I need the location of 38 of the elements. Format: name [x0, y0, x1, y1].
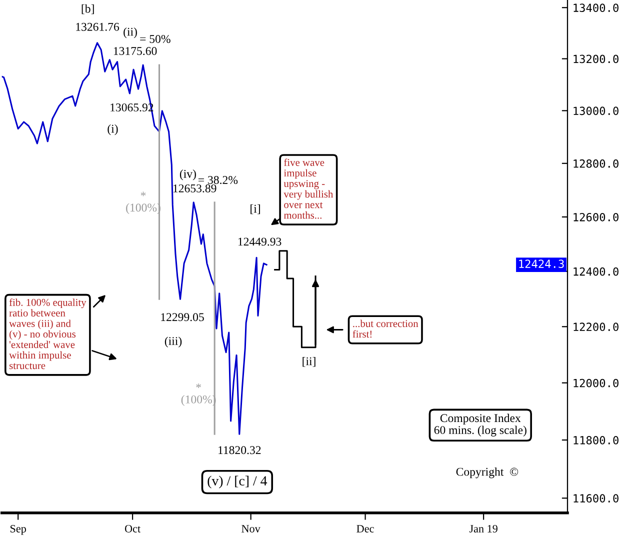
- x-tick-label: Dec: [356, 525, 374, 532]
- y-tick-label: 13000.0: [574, 106, 618, 116]
- x-tick-label: Nov: [242, 525, 260, 532]
- annotation: 12449.93: [238, 238, 282, 246]
- line-series: [274, 250, 316, 348]
- annotation: 13175.60: [114, 47, 157, 56]
- annotation: fib. 100% equality ratio between waves (iii) and (v) - no obvious 'extended' wave within impulse structure: [9, 298, 86, 370]
- annotation: ...but correction first!: [352, 320, 418, 338]
- annotation: (i): [108, 124, 118, 136]
- x-tick-label: Sep: [10, 524, 26, 535]
- annotation: [ii]: [302, 356, 316, 367]
- y-tick-label: 13400.0: [574, 4, 618, 12]
- annotation: (v) / [c] / 4: [208, 476, 268, 488]
- annotation: = 50%: [140, 34, 170, 43]
- annotation: Copyright ©: [456, 467, 518, 478]
- annotation: five wave impulse upswing - very bullish over next months...: [284, 158, 334, 219]
- annotation: Composite Index 60 mins. (log scale): [434, 414, 526, 436]
- annotation: = 38.2%: [198, 176, 238, 184]
- annotation: [b]: [82, 4, 94, 14]
- x-tick-label: Oct: [124, 524, 141, 532]
- y-tick-label: 12800.0: [574, 159, 618, 168]
- annotation: 12424.3: [519, 260, 564, 268]
- y-tick-label: 12000.0: [574, 378, 618, 388]
- x-tick-label: Jan 19: [469, 524, 498, 532]
- annotation: 13261.76: [76, 22, 120, 31]
- annotation: 12653.89: [174, 184, 216, 192]
- annotation: (iv): [180, 170, 196, 180]
- annotation: (iii): [164, 336, 182, 348]
- annotation: (ii): [124, 27, 137, 38]
- annotation: 11820.32: [218, 446, 261, 454]
- annotation: 12299.05: [161, 313, 204, 322]
- y-tick-label: 12400.0: [574, 267, 618, 276]
- y-tick-label: 11800.0: [574, 436, 618, 444]
- annotation: [i]: [250, 204, 260, 214]
- y-tick-label: 13200.0: [574, 54, 618, 64]
- y-tick-label: 11600.0: [574, 494, 618, 503]
- y-tick-label: 12600.0: [574, 212, 618, 222]
- y-tick-label: 12200.0: [574, 322, 618, 332]
